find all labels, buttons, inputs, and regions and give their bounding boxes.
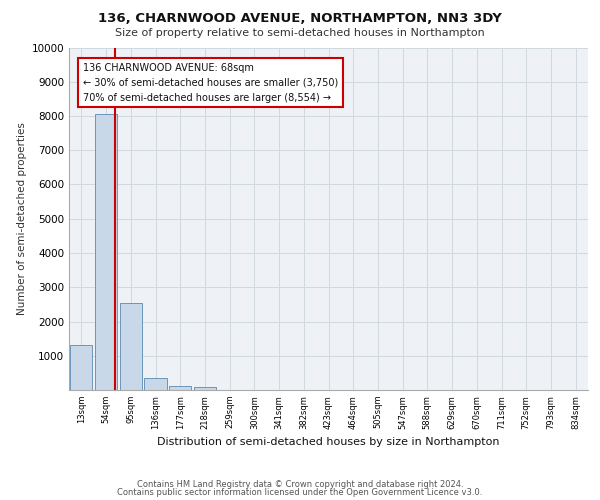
Text: Contains public sector information licensed under the Open Government Licence v3: Contains public sector information licen… (118, 488, 482, 497)
Bar (145, 378, 167, 390)
Bar (95, 114, 117, 390)
Y-axis label: Number of semi-detached properties: Number of semi-detached properties (17, 122, 28, 315)
Text: 136, CHARNWOOD AVENUE, NORTHAMPTON, NN3 3DY: 136, CHARNWOOD AVENUE, NORTHAMPTON, NN3 … (98, 12, 502, 26)
Bar (119, 302, 142, 390)
Bar (169, 386, 191, 390)
Text: Contains HM Land Registry data © Crown copyright and database right 2024.: Contains HM Land Registry data © Crown c… (137, 480, 463, 489)
Text: Size of property relative to semi-detached houses in Northampton: Size of property relative to semi-detach… (115, 28, 485, 38)
Bar (70, 346, 92, 390)
Bar (194, 388, 216, 390)
Text: 136 CHARNWOOD AVENUE: 68sqm
← 30% of semi-detached houses are smaller (3,750)
70: 136 CHARNWOOD AVENUE: 68sqm ← 30% of sem… (83, 63, 338, 102)
X-axis label: Distribution of semi-detached houses by size in Northampton: Distribution of semi-detached houses by … (157, 437, 500, 447)
